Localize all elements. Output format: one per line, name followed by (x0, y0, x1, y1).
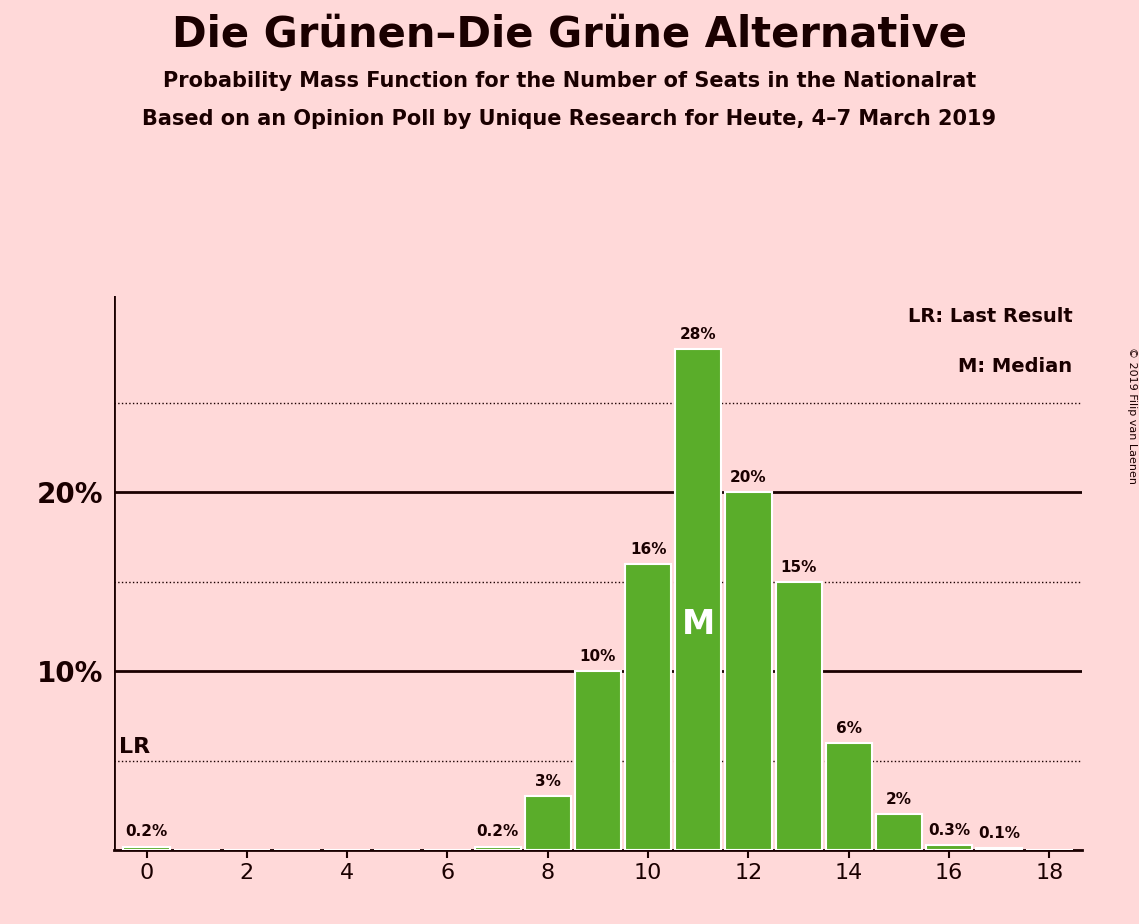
Text: LR: LR (118, 737, 150, 757)
Text: 3%: 3% (535, 774, 560, 789)
Bar (123, 846, 170, 850)
Bar (776, 582, 821, 850)
Text: © 2019 Filip van Laenen: © 2019 Filip van Laenen (1126, 347, 1137, 484)
Text: 28%: 28% (680, 327, 716, 342)
Text: M: Median: M: Median (958, 357, 1073, 376)
Text: Based on an Opinion Poll by Unique Research for Heute, 4–7 March 2019: Based on an Opinion Poll by Unique Resea… (142, 109, 997, 129)
Bar (575, 671, 621, 850)
Text: 0.2%: 0.2% (125, 824, 167, 839)
Text: 0.2%: 0.2% (476, 824, 518, 839)
Bar (625, 564, 671, 850)
Text: 2%: 2% (886, 792, 912, 808)
Text: 0.1%: 0.1% (978, 826, 1021, 841)
Text: 16%: 16% (630, 541, 666, 557)
Bar (826, 743, 871, 850)
Bar (976, 848, 1023, 850)
Bar (525, 796, 571, 850)
Bar (926, 845, 973, 850)
Text: 20%: 20% (730, 470, 767, 485)
Bar (675, 349, 721, 850)
Bar (475, 846, 521, 850)
Bar (726, 492, 771, 850)
Text: LR: Last Result: LR: Last Result (908, 307, 1073, 326)
Text: 15%: 15% (780, 560, 817, 575)
Text: Die Grünen–Die Grüne Alternative: Die Grünen–Die Grüne Alternative (172, 14, 967, 55)
Bar (876, 814, 923, 850)
Text: 6%: 6% (836, 721, 862, 736)
Text: 10%: 10% (580, 649, 616, 664)
Text: Probability Mass Function for the Number of Seats in the Nationalrat: Probability Mass Function for the Number… (163, 71, 976, 91)
Text: 0.3%: 0.3% (928, 822, 970, 837)
Text: M: M (681, 608, 715, 641)
